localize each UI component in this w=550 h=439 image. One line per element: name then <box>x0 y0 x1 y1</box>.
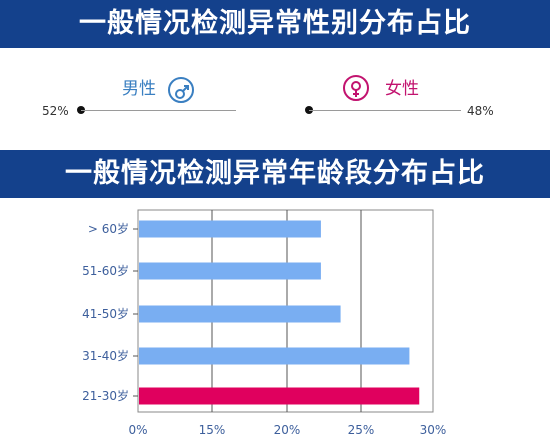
bar <box>139 305 341 323</box>
bar <box>139 347 410 365</box>
male-leader-line <box>81 110 236 111</box>
x-tick-label: 25% <box>348 423 375 437</box>
y-tick-label: 41-50岁 <box>82 306 129 321</box>
y-tick-label: > 60岁 <box>88 221 129 236</box>
bar <box>139 262 321 280</box>
age-bar-chart: 0% 15% 20% 25% 30% > 60岁 51-60岁 41-50岁 31-40岁 21-… <box>82 209 447 437</box>
male-percent: 52% <box>42 104 69 118</box>
plot-frame <box>137 209 434 413</box>
male-label: 男性 <box>122 79 156 99</box>
x-tick-label: 30% <box>420 423 447 437</box>
x-tick-label: 0% <box>128 423 147 437</box>
x-tick-label: 15% <box>199 423 226 437</box>
y-tick-label: 31-40岁 <box>82 348 129 363</box>
female-label: 女性 <box>385 79 419 99</box>
female-symbol-icon <box>343 75 369 101</box>
female-percent: 48% <box>467 104 494 118</box>
y-tick-label: 51-60岁 <box>82 263 129 278</box>
bar <box>139 387 420 405</box>
y-tick-label: 21-30岁 <box>82 388 129 403</box>
female-leader-line <box>309 110 461 111</box>
gender-section-banner: 一般情况检测异常性别分布占比 <box>0 0 550 48</box>
bar <box>139 220 321 238</box>
male-symbol-icon <box>168 77 194 103</box>
x-tick-label: 20% <box>274 423 301 437</box>
age-section-banner: 一般情况检测异常年龄段分布占比 <box>0 150 550 198</box>
